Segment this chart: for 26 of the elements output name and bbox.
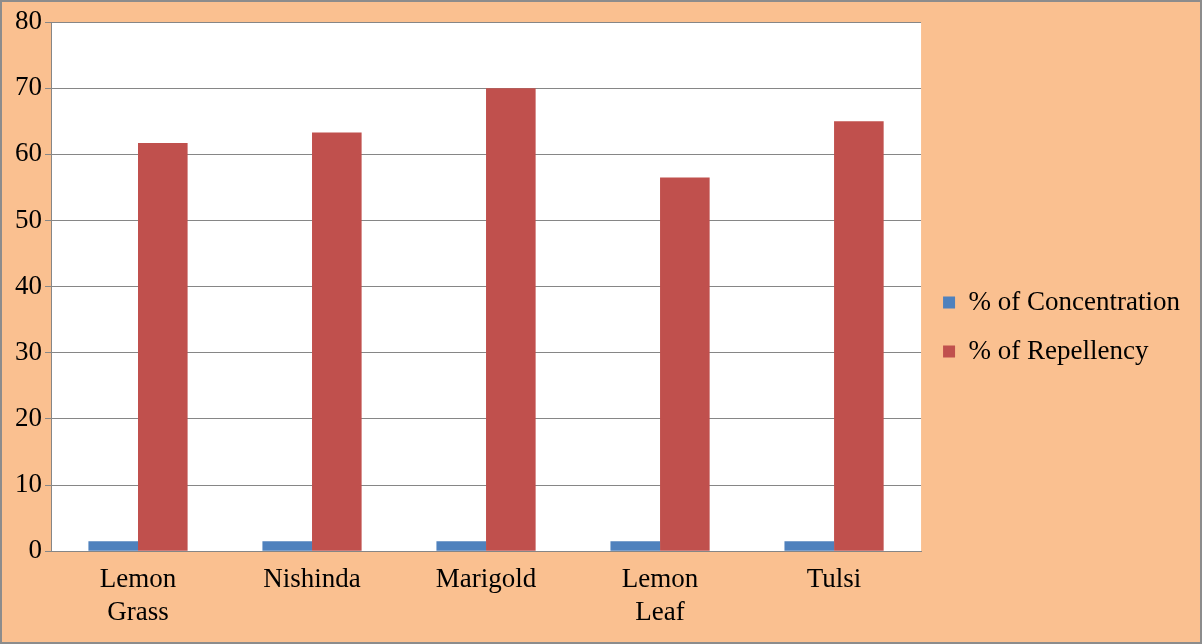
bar <box>660 177 710 551</box>
y-tick-label: 30 <box>15 335 42 366</box>
bar <box>138 143 188 551</box>
bar <box>88 541 139 551</box>
y-tick-label: 70 <box>15 71 42 102</box>
x-tick-label: Tulsi <box>806 563 862 594</box>
x-tick-label: Marigold <box>435 563 537 594</box>
y-tick-label: 40 <box>15 269 42 300</box>
bar <box>610 541 661 551</box>
y-tick-label: 80 <box>15 5 42 36</box>
legend-label: % of Repellency <box>968 334 1149 365</box>
bar <box>262 541 313 551</box>
bar <box>436 541 487 551</box>
bar <box>784 541 835 551</box>
legend-label: % of Concentration <box>968 285 1181 316</box>
y-tick-label: 0 <box>28 534 42 565</box>
y-tick-label: 10 <box>15 468 42 499</box>
bar <box>834 121 884 551</box>
x-tick-label: Lemon Grass <box>99 563 177 626</box>
y-tick-label: 60 <box>15 137 42 168</box>
bar <box>312 132 362 551</box>
y-tick-label: 50 <box>15 203 42 234</box>
x-tick-label: Nishinda <box>263 563 361 594</box>
bar <box>486 88 536 551</box>
y-tick-label: 20 <box>15 401 42 432</box>
x-tick-label: Lemon Leaf <box>621 563 699 626</box>
